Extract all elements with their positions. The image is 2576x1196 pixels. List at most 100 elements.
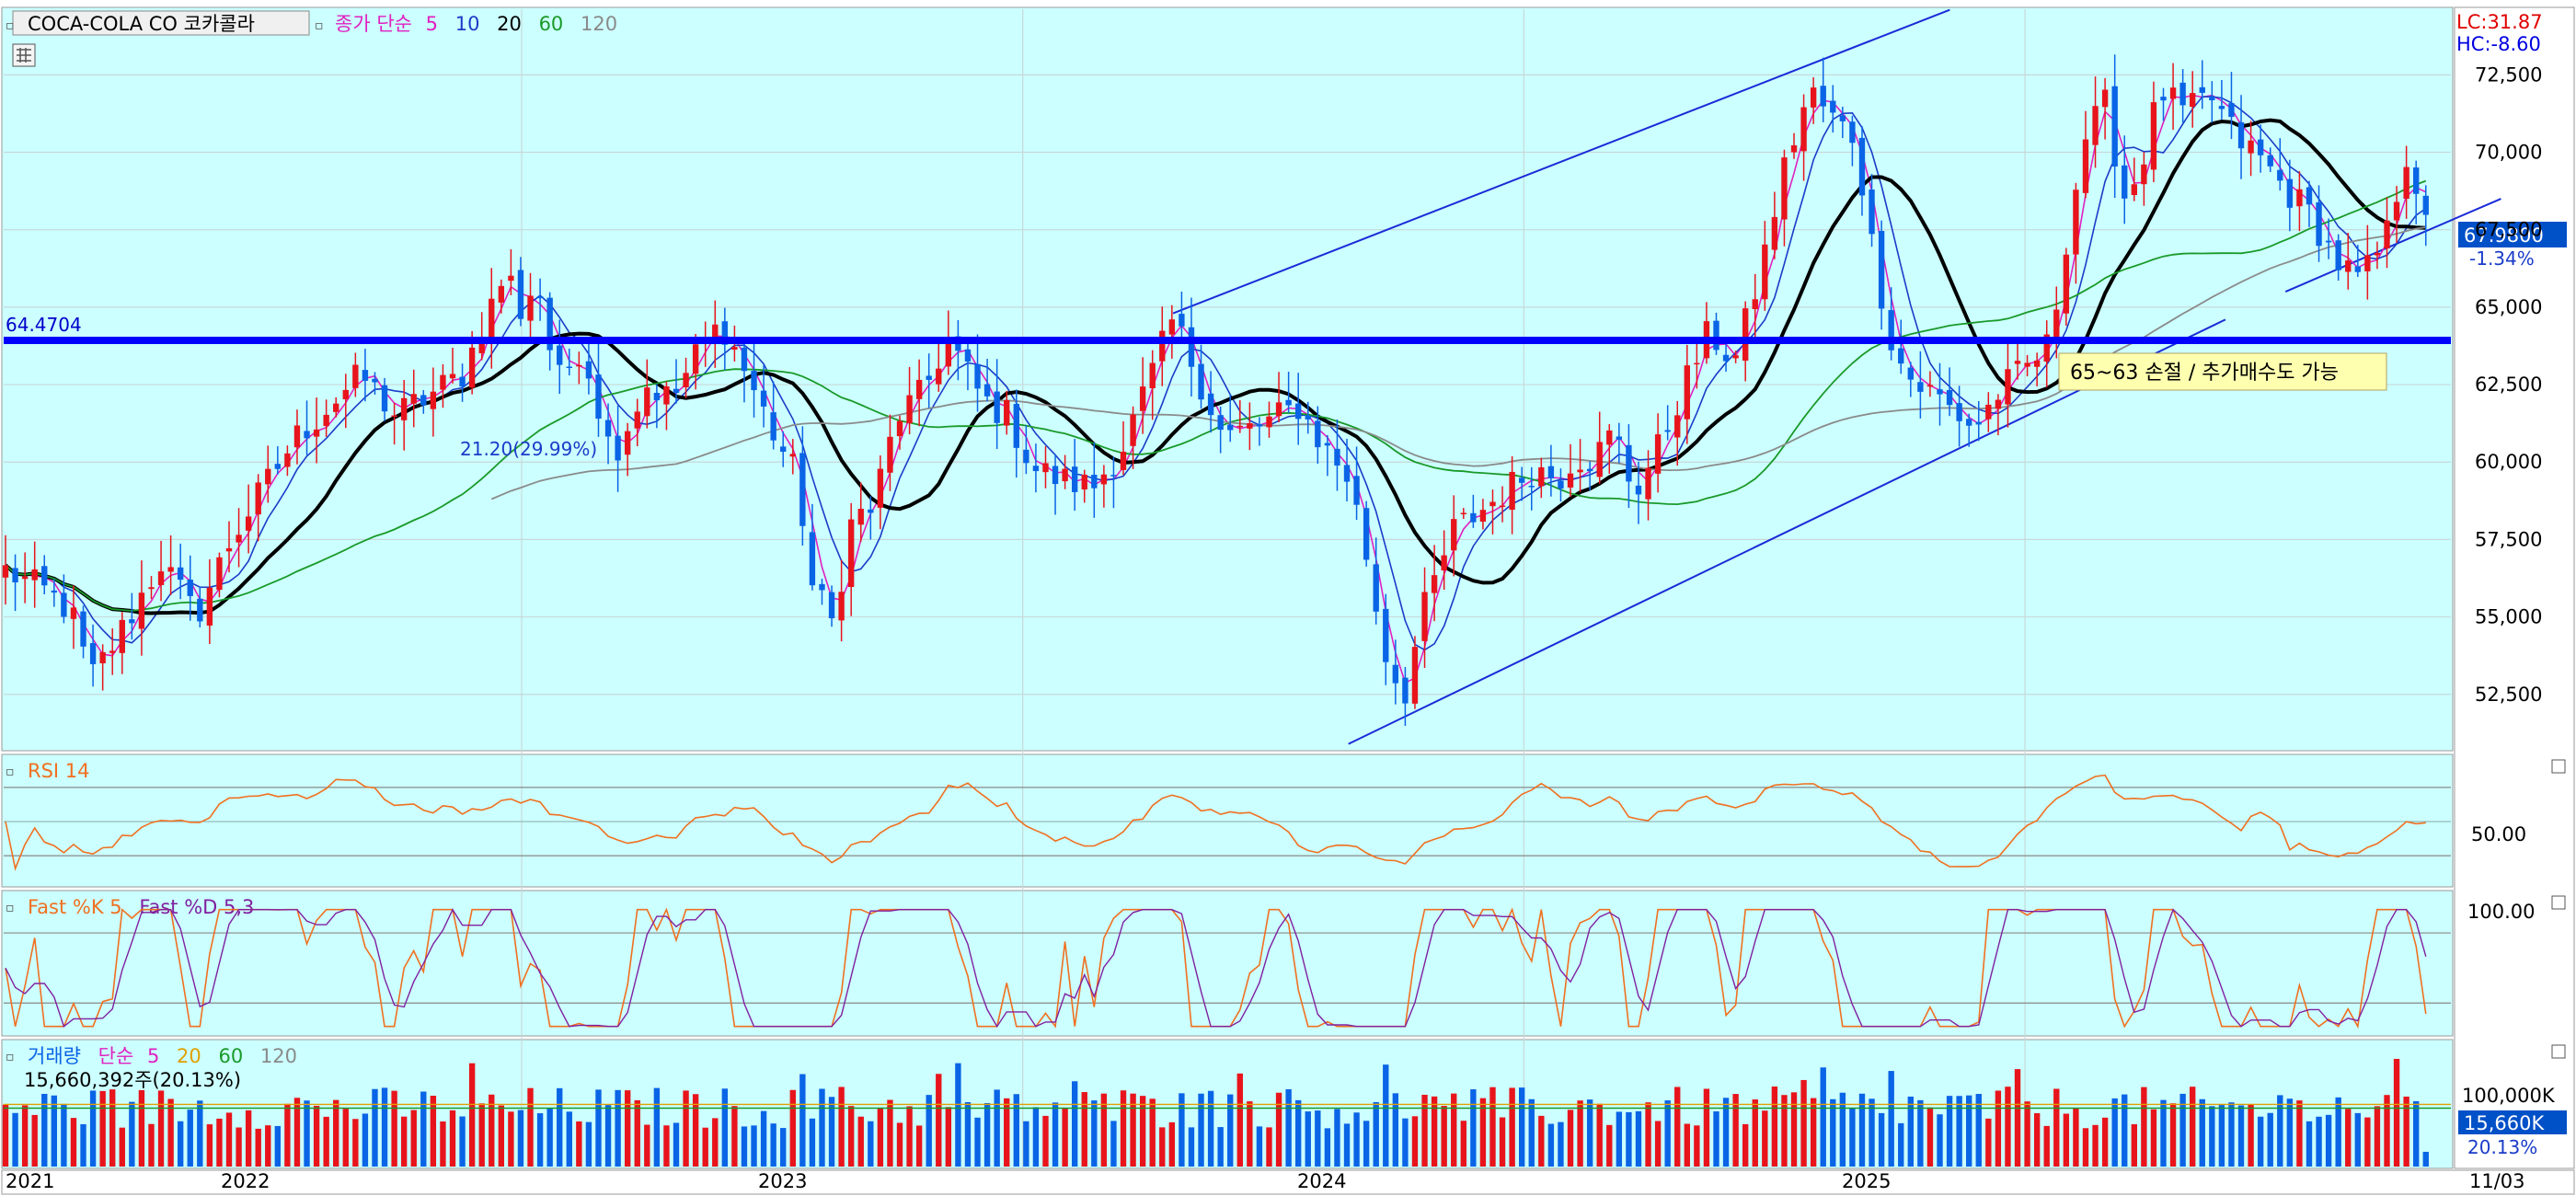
candle-body <box>1247 423 1253 429</box>
candle-body <box>1294 403 1302 420</box>
candle-body <box>1470 512 1477 523</box>
ma-period-120: 120 <box>581 13 617 35</box>
volume-close-icon[interactable] <box>2551 1044 2566 1059</box>
volume-bar <box>1159 1127 1166 1167</box>
note-box[interactable] <box>2058 352 2387 391</box>
time-axis-bg <box>1 1169 2575 1195</box>
candle-body <box>129 619 135 624</box>
price-tick-label: 55,000 <box>2475 606 2542 628</box>
stoch-panel-bg[interactable] <box>1 890 2454 1037</box>
candle-body <box>1781 157 1788 220</box>
candle-body <box>410 394 417 404</box>
candle-body <box>624 431 631 455</box>
candle-body <box>2345 260 2352 272</box>
volume-bar <box>1781 1095 1788 1167</box>
volume-bar <box>624 1090 631 1167</box>
volume-bar <box>1820 1067 1826 1167</box>
volume-bar <box>1674 1087 1681 1167</box>
volume-bar <box>1023 1121 1029 1167</box>
volume-bar <box>673 1122 680 1167</box>
candle-body <box>692 344 699 374</box>
candle-body <box>1762 244 1768 300</box>
volume-bar <box>1042 1115 1049 1167</box>
candle-body <box>644 387 650 417</box>
candle-body <box>1616 436 1623 440</box>
rsi-panel-bg[interactable] <box>1 753 2454 888</box>
candle-body <box>1013 404 1019 448</box>
candle-body <box>2306 187 2313 205</box>
candle-body <box>2248 140 2254 154</box>
candle-body <box>2082 139 2089 193</box>
volume-bar <box>2179 1093 2186 1167</box>
volume-ma-5: 5 <box>147 1045 159 1067</box>
candle-body <box>1130 414 1136 446</box>
candle-body <box>449 374 456 379</box>
volume-bar <box>2422 1151 2429 1167</box>
volume-text: 15,660,392주(20.13%) <box>24 1069 241 1091</box>
candle-body <box>1023 449 1029 464</box>
price-axis-bg <box>2454 6 2575 1169</box>
candle-body <box>2364 255 2371 271</box>
volume-bar <box>2101 1117 2109 1167</box>
volume-bar <box>216 1118 223 1167</box>
volume-bar <box>119 1127 125 1167</box>
candle-body <box>381 385 388 412</box>
candle-body <box>634 411 640 429</box>
price-tick-label: 62,500 <box>2475 374 2542 396</box>
volume-bar <box>1460 1121 1466 1167</box>
candle-body <box>206 587 213 626</box>
volume-bar <box>449 1110 456 1167</box>
volume-bar <box>1489 1087 1496 1167</box>
candle-body <box>1168 319 1176 335</box>
volume-bar <box>1383 1064 1389 1167</box>
volume-bar <box>410 1110 417 1167</box>
volume-bar <box>2053 1088 2060 1167</box>
price-panel-bg[interactable] <box>1 6 2454 752</box>
candle-body <box>683 373 689 387</box>
volume-bar <box>585 1121 592 1167</box>
volume-bar <box>964 1102 972 1167</box>
candle-body <box>604 420 612 437</box>
volume-pct-label: 20.13% <box>2467 1136 2537 1158</box>
candle-body <box>877 468 884 508</box>
volume-series <box>2 1058 2451 1167</box>
price-tick-label: 65,000 <box>2475 296 2542 318</box>
volume-bar <box>1742 1123 1749 1167</box>
volume-bar <box>615 1089 621 1167</box>
change-pct: -1.34% <box>2469 247 2535 270</box>
volume-bar <box>1771 1086 1778 1167</box>
volume-bar <box>1120 1090 1127 1167</box>
volume-bar <box>1402 1118 1409 1167</box>
volume-bar <box>847 1106 855 1167</box>
volume-bar <box>955 1063 961 1167</box>
candle-body <box>1479 510 1487 523</box>
candle-body <box>225 548 233 552</box>
candle-body <box>2325 240 2332 243</box>
candle-body <box>148 587 155 590</box>
candle-body <box>1606 430 1613 445</box>
low-annotation: 21.20(29.99%) <box>460 438 597 460</box>
resistance-label: 64.4704 <box>6 314 82 336</box>
volume-bar <box>1684 1123 1690 1167</box>
candle-body <box>430 391 437 409</box>
candle-body <box>99 651 106 663</box>
candle-body <box>1315 420 1321 448</box>
stoch-k-title: Fast %K 5 <box>28 896 122 918</box>
candle-body <box>1032 466 1040 472</box>
volume-bar <box>304 1100 310 1167</box>
candle-body <box>12 568 18 583</box>
volume-bar <box>1937 1114 1943 1167</box>
volume-bar <box>1800 1079 1807 1167</box>
volume-bar <box>2073 1108 2079 1167</box>
rsi-close-icon[interactable] <box>2551 759 2566 774</box>
current-price-box <box>2458 222 2567 247</box>
volume-bar <box>1052 1102 1059 1167</box>
volume-bar <box>508 1111 514 1167</box>
candle-body <box>527 295 534 321</box>
volume-bar <box>1353 1112 1360 1167</box>
candle-body <box>80 611 86 647</box>
candle-body <box>109 650 116 653</box>
candle-body <box>440 374 446 390</box>
stoch-close-icon[interactable] <box>2551 895 2566 910</box>
